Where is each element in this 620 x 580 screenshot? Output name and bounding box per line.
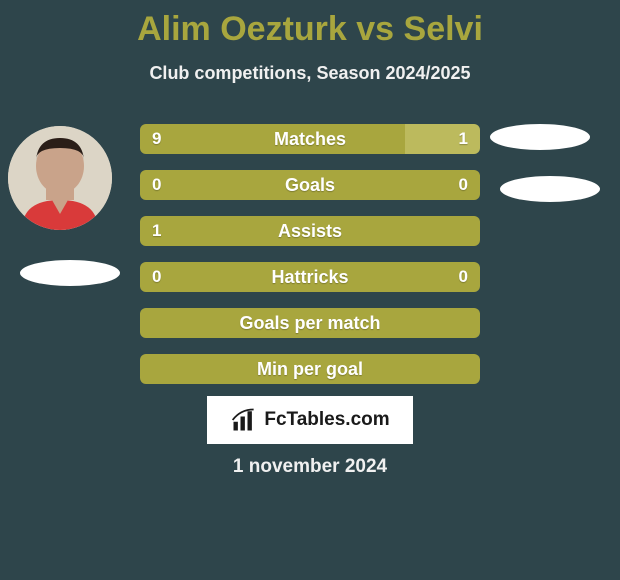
placeholder-oval (500, 176, 600, 202)
stat-bar-row: Hattricks0 0 (140, 262, 480, 292)
chart-bars-icon (230, 406, 258, 434)
placeholder-oval (490, 124, 590, 150)
subtitle: Club competitions, Season 2024/2025 (0, 63, 620, 84)
bar-value-player1: 0 (152, 262, 161, 292)
bar-label: Min per goal (140, 354, 480, 384)
bar-label: Assists (140, 216, 480, 246)
stat-bar-row: Goals0 0 (140, 170, 480, 200)
watermark-text: FcTables.com (264, 409, 389, 431)
comparison-infographic: Alim Oezturk vs Selvi Club competitions,… (0, 0, 620, 580)
page-title: Alim Oezturk vs Selvi (0, 0, 620, 49)
bar-value-player2: 0 (459, 170, 468, 200)
bar-label: Goals (140, 170, 480, 200)
placeholder-oval (20, 260, 120, 286)
avatar-person-icon (8, 126, 112, 230)
stat-bar-row: Assists1 (140, 216, 480, 246)
bar-label: Goals per match (140, 308, 480, 338)
bar-value-player2: 1 (459, 124, 468, 154)
stat-bars: Matches91Goals00Assists1Hattricks00Goals… (140, 124, 480, 400)
date-text: 1 november 2024 (0, 456, 620, 478)
bar-value-player2: 0 (459, 262, 468, 292)
stat-bar-row: Min per goal (140, 354, 480, 384)
watermark-badge: FcTables.com (207, 396, 413, 444)
stat-bar-row: Matches9 1 (140, 124, 480, 154)
bar-value-player1: 0 (152, 170, 161, 200)
bar-label: Matches (140, 124, 480, 154)
bar-value-player1: 1 (152, 216, 161, 246)
bar-value-player1: 9 (152, 124, 161, 154)
bar-label: Hattricks (140, 262, 480, 292)
player1-avatar (8, 126, 112, 230)
stat-bar-row: Goals per match (140, 308, 480, 338)
